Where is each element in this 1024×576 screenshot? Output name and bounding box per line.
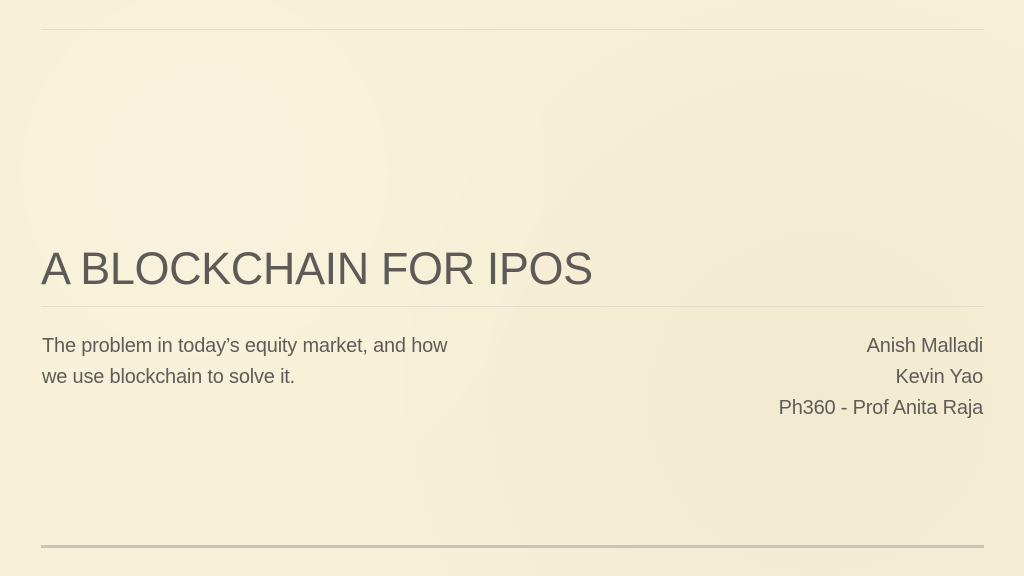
slide-subtitle: The problem in today’s equity market, an… <box>42 331 522 393</box>
slide-title: A BLOCKCHAIN FOR IPOS <box>41 243 593 294</box>
top-divider <box>41 29 984 30</box>
subtitle-line-2: we use blockchain to solve it. <box>42 366 296 388</box>
author-list: Anish Malladi Kevin Yao Ph360 - Prof Ani… <box>683 331 984 424</box>
subtitle-line-1: The problem in today’s equity market, an… <box>42 335 448 357</box>
bottom-divider <box>41 545 984 548</box>
course-and-professor: Ph360 - Prof Anita Raja <box>778 397 984 419</box>
author-name: Kevin Yao <box>895 366 983 388</box>
author-name: Anish Malladi <box>866 335 984 357</box>
title-divider <box>41 306 984 307</box>
